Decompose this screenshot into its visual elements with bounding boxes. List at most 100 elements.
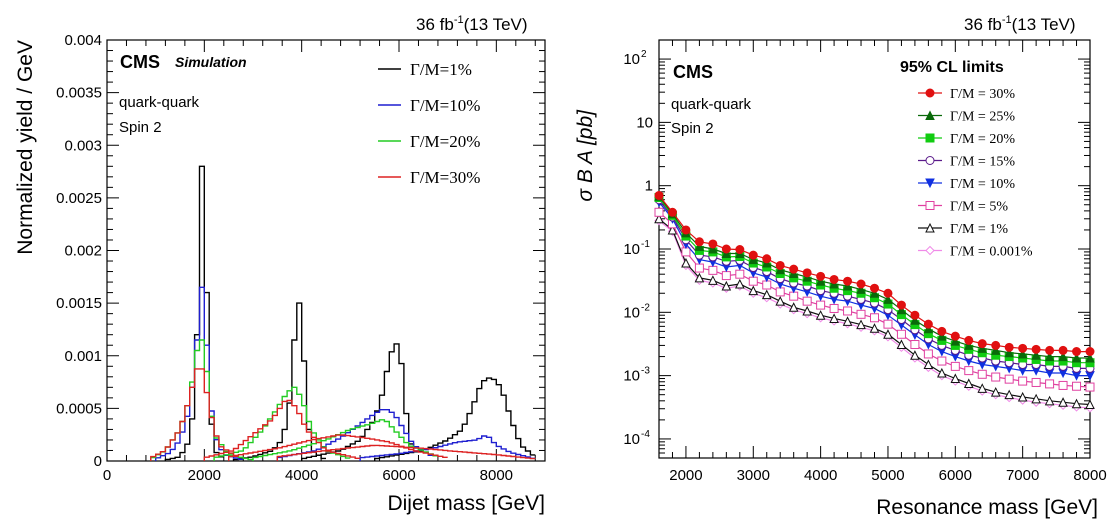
right-legend-swatch-marker: [925, 156, 935, 165]
limit-point-1pct: [883, 329, 893, 339]
limit-point-25pct: [1031, 350, 1041, 360]
right-legend-label: Γ/M = 1%: [950, 222, 1008, 237]
histogram-10pct-m8000: [359, 435, 536, 461]
limit-point-5pct: [1018, 376, 1028, 386]
limit-point-5pct: [816, 300, 826, 310]
right-legend-swatch-marker: [925, 88, 935, 98]
left-x-tick-label: 2000: [188, 467, 221, 484]
limit-point-30pct: [1018, 343, 1028, 353]
limit-point-1pct: [788, 302, 799, 312]
right-legend-label: Γ/M = 5%: [950, 200, 1008, 215]
limit-point-1pct: [735, 278, 745, 289]
left-y-tick-label: 0.001: [64, 348, 102, 365]
limit-point-30pct: [775, 260, 785, 270]
right-x-tick-label: 4000: [804, 467, 837, 484]
limit-point-30pct: [748, 250, 758, 260]
limit-point-5pct: [991, 372, 1001, 382]
left-x-tick-label: 8000: [480, 467, 513, 484]
limit-point-30pct: [923, 319, 933, 329]
right-y-tick-exponent: 2: [641, 49, 647, 60]
limit-point-25pct: [694, 241, 705, 251]
right-legend-label: Γ/M = 30%: [950, 87, 1015, 102]
limit-point-30pct: [1058, 345, 1068, 355]
limit-point-30pct: [789, 264, 799, 274]
right-legend-label: Γ/M = 25%: [950, 110, 1015, 125]
limit-point-25pct: [1004, 347, 1014, 358]
limit-point-1pct: [977, 383, 988, 393]
limit-point-25pct: [1071, 352, 1082, 363]
limit-point-1pct: [802, 305, 812, 316]
left-legend-label: Γ/M=20%: [410, 132, 480, 151]
left-process-line-2: Spin 2: [119, 119, 162, 136]
histogram-1pct-m6000: [301, 343, 419, 461]
right-y-tick-exponent: -4: [641, 429, 650, 440]
left-y-axis-label: Normalized yield / GeV: [14, 40, 37, 255]
limit-point-25pct: [1044, 351, 1055, 362]
limit-point-5pct: [950, 361, 960, 371]
left-lumi-label: 36 fb-1(13 TeV): [416, 14, 528, 34]
limit-point-30pct: [1004, 342, 1014, 352]
limit-point-1pct: [775, 296, 786, 306]
limit-point-5pct: [1004, 374, 1014, 384]
limit-point-30pct: [910, 310, 920, 320]
left-simulation-label: Simulation: [175, 54, 247, 70]
left-y-tick-label: 0.0015: [56, 295, 102, 312]
right-legend-swatch-marker: [925, 110, 935, 120]
left-legend-label: Γ/M=1%: [410, 60, 472, 79]
limit-point-25pct: [856, 284, 866, 294]
left-legend-label: Γ/M=30%: [410, 168, 480, 187]
right-y-tick-label: 10: [623, 51, 640, 68]
histogram-30pct-m8000: [276, 444, 536, 461]
right-x-tick-label: 3000: [737, 467, 770, 484]
limit-point-5pct: [1085, 382, 1095, 392]
limit-point-5pct: [937, 356, 947, 366]
limit-point-1pct: [654, 213, 664, 224]
right-legend: Γ/M = 30% Γ/M = 25% Γ/M = 20% Γ/M = 15% Γ/M …: [918, 87, 1033, 260]
right-y-tick-label: 10: [623, 241, 640, 258]
right-legend-swatch-marker: [925, 133, 935, 143]
right-y-tick-exponent: -2: [641, 302, 650, 313]
limit-point-30pct: [883, 288, 893, 298]
limit-point-1pct: [856, 319, 866, 330]
right-y-tick-label: 10: [623, 368, 640, 385]
right-x-axis-label: Resonance mass [GeV]: [876, 496, 1098, 519]
limit-point-25pct: [1017, 348, 1028, 359]
limit-point-1pct: [721, 280, 732, 291]
limit-point-1pct: [1004, 389, 1014, 400]
right-y-tick-label: 10: [623, 431, 640, 448]
right-x-tick-label: 7000: [1006, 467, 1039, 484]
limit-point-25pct: [869, 288, 880, 298]
left-y-tick-label: 0.003: [64, 137, 102, 154]
limit-point-5pct: [708, 265, 718, 275]
limit-point-5pct: [721, 271, 731, 281]
left-x-axis-label: Dijet mass [GeV]: [387, 492, 545, 515]
left-y-tick-label: 0.0035: [56, 85, 102, 102]
right-legend-title: 95% CL limits: [900, 59, 1004, 76]
right-legend-swatch-marker: [925, 222, 935, 233]
right-limit-curves: [654, 190, 1095, 413]
limit-point-5pct: [802, 296, 812, 306]
right-y-tick-exponent: -3: [641, 366, 650, 377]
limit-point-1pct: [761, 289, 772, 300]
limit-point-30pct: [654, 190, 664, 200]
limit-point-30pct: [681, 225, 691, 235]
right-process-line-1: quark-quark: [671, 96, 752, 113]
limit-point-5pct: [856, 309, 866, 319]
limit-point-30pct: [694, 237, 704, 247]
left-y-tick-label: 0.004: [64, 32, 102, 49]
limit-point-25pct: [923, 323, 934, 334]
histogram-20pct-m6000: [252, 419, 438, 461]
histogram-30pct-m2000: [150, 368, 239, 461]
left-legend-label: Γ/M=10%: [410, 96, 480, 115]
right-y-tick-label: 10: [623, 304, 640, 321]
limit-point-30pct: [896, 300, 906, 310]
right-lumi-label: 36 fb-1(13 TeV): [964, 14, 1076, 34]
limit-point-25pct: [977, 343, 988, 353]
limit-point-25pct: [829, 278, 839, 289]
limit-point-30pct: [735, 245, 745, 255]
limit-point-30pct: [1031, 344, 1041, 354]
limit-point-5pct: [1045, 379, 1055, 389]
limit-point-25pct: [708, 243, 718, 254]
limit-point-30pct: [964, 335, 974, 345]
left-axis-ticks: 0 2000 4000 6000 8000 0 0.0005 0.001 0.0015 0.002…: [56, 32, 545, 484]
